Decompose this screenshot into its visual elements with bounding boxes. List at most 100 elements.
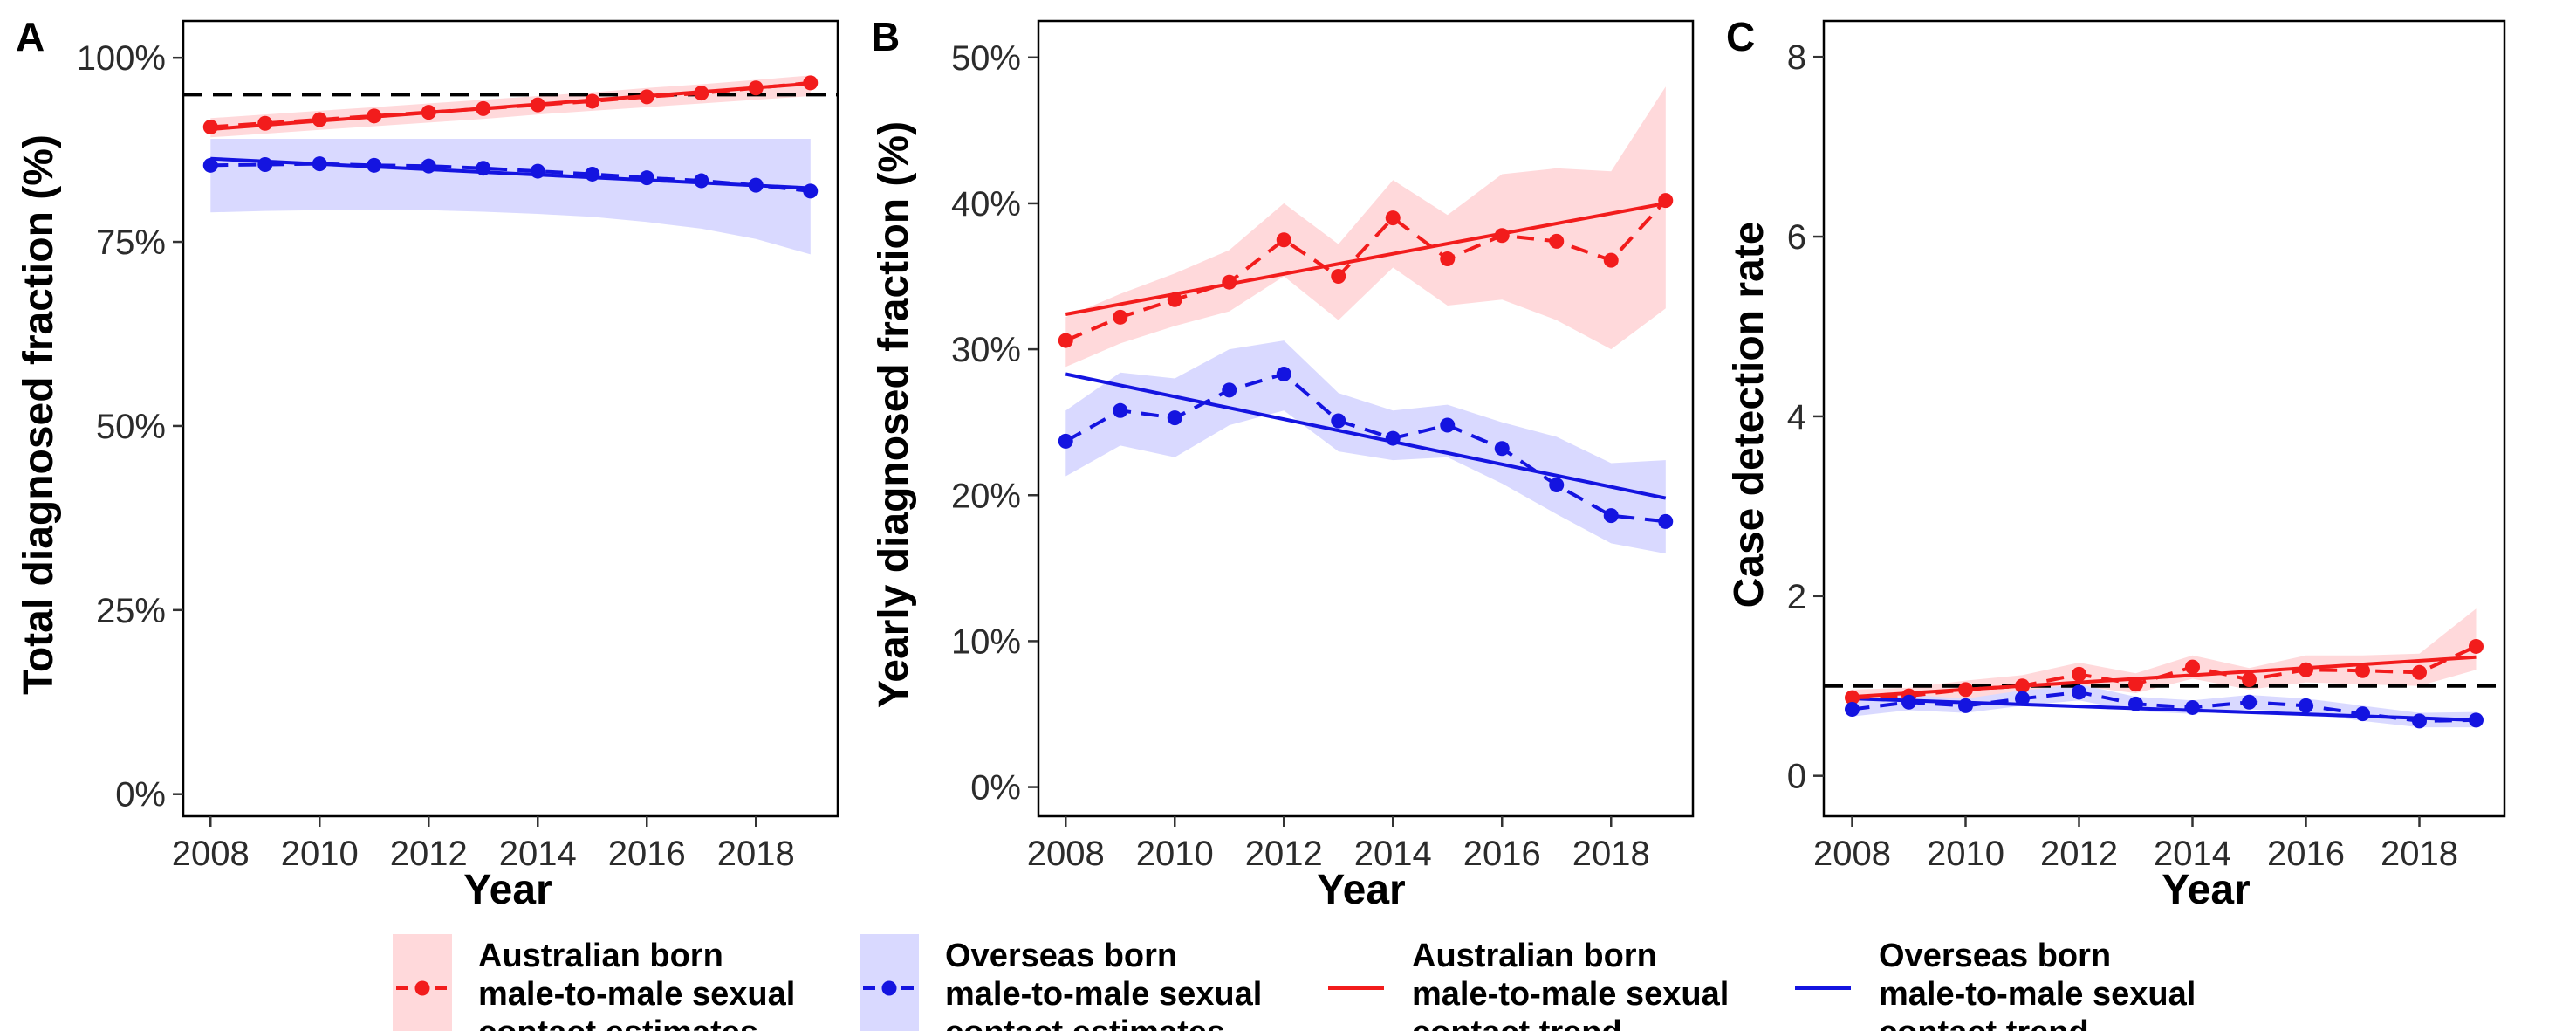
panel-a-australian-point-2019 <box>803 75 819 91</box>
panel-c-y-tick-label: 6 <box>1787 218 1806 257</box>
panel-b-y-tick-label: 30% <box>951 331 1021 369</box>
panel-c-australian-point-2013 <box>2128 677 2143 692</box>
panel-b-australian-point-2019 <box>1658 193 1674 209</box>
panel-b-overseas-point-2011 <box>1222 382 1237 398</box>
panel-b-y-tick-label: 10% <box>951 622 1021 661</box>
panel-c-x-tick-label: 2010 <box>1927 835 2004 873</box>
panel-b-overseas-point-2014 <box>1385 430 1401 446</box>
panel-b: B Yearly diagnosed fraction (%) Year 0% 1… <box>871 14 1695 913</box>
panel-c-australian-estimate-line <box>1852 644 2477 700</box>
legend-item-3-label-line-2: male-to-male sexual <box>1412 976 1729 1013</box>
panel-c-y-tick-label: 8 <box>1787 38 1806 77</box>
panel-b-overseas-point-2015 <box>1440 417 1456 433</box>
panel-c-x-tick-label: 2016 <box>2267 835 2345 873</box>
panel-b-australian-point-2017 <box>1549 233 1565 249</box>
panel-a-overseas-point-2015 <box>585 166 600 182</box>
panel-b-australian-point-2016 <box>1494 228 1510 244</box>
panel-c-overseas-point-2016 <box>2299 698 2313 713</box>
panel-c-label: C <box>1726 14 1755 59</box>
panel-b-plot-border <box>1037 19 1695 818</box>
legend-item-4-label-line-2: male-to-male sexual <box>1879 976 2196 1013</box>
panel-c-x-tick-label: 2018 <box>2381 835 2458 873</box>
panel-c-overseas-trend-line <box>1852 697 2477 722</box>
panel-a-x-tick-label: 2018 <box>717 835 795 873</box>
legend-item-1-label-line-3: contact estimates <box>478 1014 758 1031</box>
panel-b-overseas-point-2018 <box>1603 508 1619 524</box>
panel-c-overseas-point-2013 <box>2128 696 2143 711</box>
panel-b-x-tick-label: 2018 <box>1572 835 1650 873</box>
panel-a-label: A <box>16 14 45 59</box>
panel-a-australian-point-2011 <box>367 108 382 124</box>
panel-b-australian-estimate-line <box>1065 199 1668 342</box>
panel-c-x-tick-label: 2012 <box>2040 835 2118 873</box>
panel-a-australian-point-2015 <box>585 93 600 109</box>
panel-a-overseas-point-2013 <box>476 161 491 176</box>
panel-a-y-tick-label: 100% <box>77 39 166 78</box>
panel-a-australian-point-2013 <box>476 100 491 116</box>
panel-b-overseas-point-2016 <box>1494 441 1510 457</box>
panel-a-australian-point-2009 <box>257 115 273 131</box>
panel-c-australian-point-2019 <box>2469 638 2484 654</box>
panel-b-overseas-point-2019 <box>1658 513 1674 529</box>
panel-a-australian-point-2014 <box>530 97 545 113</box>
panel-c-y-axis-title: Case detection rate <box>1726 222 1772 608</box>
panel-b-overseas-point-2012 <box>1276 367 1291 382</box>
panel-b-overseas-point-2009 <box>1113 402 1128 418</box>
panel-c-x-tick-label: 2014 <box>2154 835 2231 873</box>
panel-a-y-tick-label: 25% <box>96 592 166 630</box>
panel-a-australian-point-2016 <box>639 89 654 105</box>
panel-c-australian-point-2016 <box>2299 662 2313 677</box>
panel-c-overseas-point-2015 <box>2242 694 2257 710</box>
legend-item-2-label-line-1: Overseas born <box>945 938 1177 974</box>
panel-b-overseas-point-2008 <box>1058 433 1073 449</box>
panel-b-australian-trend-line <box>1065 201 1667 316</box>
panel-b-australian-point-2014 <box>1385 210 1401 226</box>
panel-a-overseas-point-2011 <box>367 157 382 173</box>
panel-b-x-axis-title: Year <box>1317 867 1405 913</box>
panel-b-overseas-point-2010 <box>1167 410 1182 426</box>
panel-a-overseas-point-2016 <box>639 170 654 186</box>
panel-c-australian-point-2014 <box>2185 659 2200 675</box>
panel-c-overseas-point-2018 <box>2412 713 2427 729</box>
panel-a-australian-point-2012 <box>421 105 436 120</box>
panel-a-plot-border <box>182 19 839 818</box>
legend-item-4-label-line-1: Overseas born <box>1879 938 2111 974</box>
panel-c-overseas-point-2011 <box>2015 691 2030 706</box>
panel-a-x-axis-title: Year <box>463 867 552 913</box>
panel-c-overseas-point-2010 <box>1958 698 1973 713</box>
legend-item-1-point-key <box>414 980 430 996</box>
panel-a-overseas-point-2018 <box>748 177 764 193</box>
panel-c-overseas-point-2019 <box>2469 712 2484 728</box>
panel-c-australian-point-2008 <box>1845 690 1860 705</box>
panel-b-australian-point-2012 <box>1276 232 1291 248</box>
panel-c-overseas-point-2008 <box>1845 702 1860 718</box>
panel-c-overseas-point-2009 <box>1901 694 1916 710</box>
panel-a-overseas-point-2008 <box>202 157 218 173</box>
panel-c-y-tick-label: 2 <box>1787 578 1806 616</box>
panel-c-australian-point-2018 <box>2412 664 2427 680</box>
panel-c-y-tick-label: 4 <box>1787 398 1806 436</box>
panel-c-x-tick-label: 2008 <box>1813 835 1891 873</box>
panel-b-overseas-point-2013 <box>1331 413 1346 429</box>
panel-b-overseas-point-2017 <box>1549 478 1565 493</box>
panel-b-australian-point-2018 <box>1603 252 1619 268</box>
legend-item-3-label-line-1: Australian born <box>1412 938 1657 974</box>
panel-a-overseas-point-2019 <box>803 183 819 199</box>
panel-a-y-tick-label: 75% <box>96 223 166 262</box>
panel-a-overseas-estimate-line <box>210 162 812 193</box>
panel-b-australian-point-2008 <box>1058 333 1073 348</box>
panel-a-overseas-point-2010 <box>312 156 327 172</box>
panel-a-australian-point-2017 <box>694 86 709 101</box>
panel-a-x-tick-label: 2016 <box>608 835 686 873</box>
panel-c-australian-point-2011 <box>2015 678 2030 694</box>
panel-c-australian-point-2017 <box>2355 663 2370 678</box>
panel-a: A Total diagnosed fraction (%) Year 0% 25… <box>16 14 839 913</box>
panel-b-y-tick-label: 20% <box>951 477 1021 515</box>
panel-b-x-tick-label: 2010 <box>1136 835 1214 873</box>
legend-item-4-label-line-3: contact trend <box>1879 1014 2089 1031</box>
panel-a-x-tick-label: 2010 <box>281 835 359 873</box>
panel-b-australian-point-2009 <box>1113 309 1128 325</box>
panel-b-x-tick-label: 2008 <box>1027 835 1105 873</box>
